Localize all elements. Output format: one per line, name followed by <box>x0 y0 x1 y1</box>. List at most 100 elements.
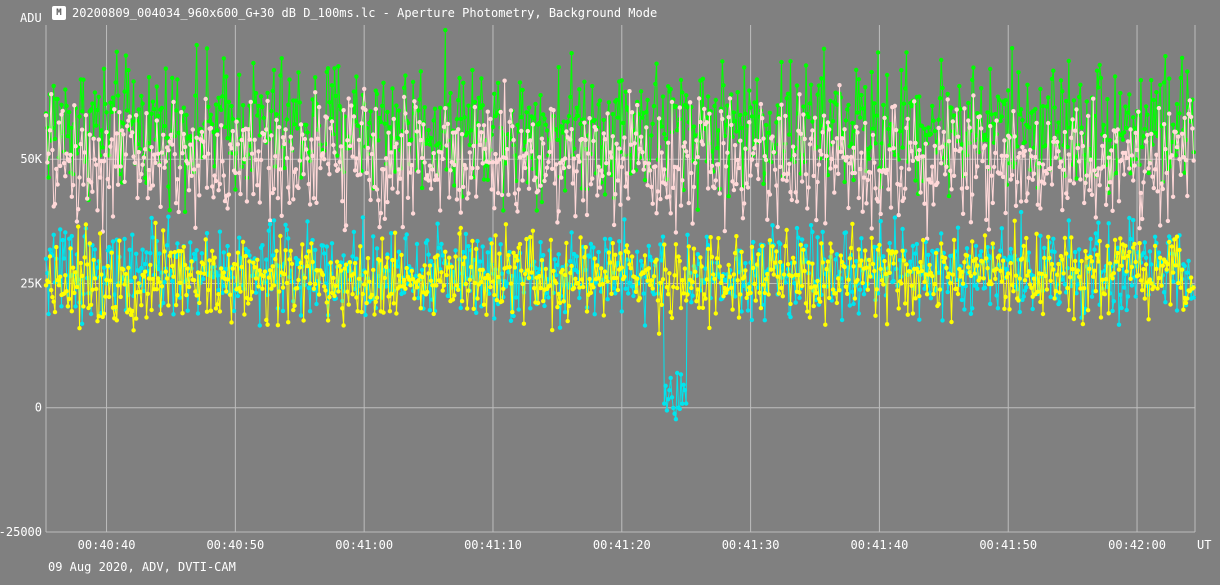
data-point <box>95 319 100 324</box>
data-point <box>465 130 470 135</box>
data-point <box>914 241 919 247</box>
data-point <box>751 239 756 245</box>
data-point <box>246 249 251 254</box>
data-point <box>373 88 378 93</box>
data-point <box>50 294 55 300</box>
data-point <box>394 141 399 146</box>
data-point <box>459 298 465 304</box>
data-point <box>161 132 166 137</box>
data-point <box>135 195 140 201</box>
data-point <box>774 120 779 125</box>
data-point <box>471 306 476 311</box>
data-point <box>273 256 278 262</box>
data-point <box>561 283 566 288</box>
data-point <box>641 291 646 296</box>
data-point <box>1056 261 1061 267</box>
data-point <box>73 144 78 149</box>
data-point <box>847 303 852 308</box>
data-point <box>742 65 747 70</box>
data-point <box>190 127 195 132</box>
data-point <box>334 259 340 264</box>
data-point <box>533 265 538 271</box>
data-point <box>497 157 502 162</box>
data-point <box>959 186 965 191</box>
data-point <box>641 167 646 172</box>
data-point <box>806 260 811 265</box>
data-point <box>588 290 594 295</box>
data-point <box>131 328 136 333</box>
data-point <box>1179 267 1185 272</box>
data-point <box>1120 137 1126 142</box>
data-point <box>520 281 525 287</box>
data-point <box>430 283 435 288</box>
data-point <box>1149 78 1154 83</box>
data-point <box>1078 177 1083 182</box>
data-point <box>470 238 475 244</box>
data-point <box>895 152 900 158</box>
data-point <box>1025 273 1030 278</box>
data-point <box>1061 271 1066 276</box>
data-point <box>1173 263 1178 268</box>
data-point <box>374 246 380 251</box>
data-point <box>1103 263 1109 269</box>
data-point <box>577 87 582 92</box>
data-point <box>445 121 451 127</box>
data-point <box>175 241 180 246</box>
data-point <box>244 295 250 301</box>
data-point <box>519 128 524 134</box>
data-point <box>896 212 901 218</box>
data-point <box>226 192 232 197</box>
data-point <box>280 135 286 140</box>
data-point <box>1021 243 1026 249</box>
data-point <box>287 257 292 262</box>
data-point <box>126 118 131 123</box>
data-point <box>568 270 573 276</box>
data-point <box>472 104 478 110</box>
data-point <box>63 87 68 92</box>
data-point <box>115 93 121 98</box>
data-point <box>635 99 640 105</box>
data-point <box>1119 157 1124 163</box>
data-point <box>327 100 332 105</box>
data-point <box>586 151 591 156</box>
data-point <box>489 187 494 192</box>
data-point <box>1107 180 1113 185</box>
data-point <box>211 195 216 200</box>
data-point <box>101 311 107 316</box>
data-point <box>440 288 445 293</box>
data-point <box>669 99 675 105</box>
data-point <box>529 270 534 275</box>
data-point <box>383 264 389 270</box>
data-point <box>771 150 776 155</box>
data-point <box>180 151 185 156</box>
data-point <box>845 291 850 296</box>
data-point <box>1053 288 1059 294</box>
data-point <box>175 77 180 82</box>
data-point <box>77 175 82 180</box>
data-point <box>148 251 153 256</box>
data-point <box>541 253 546 258</box>
data-point <box>988 123 993 129</box>
data-point <box>46 311 51 317</box>
data-point <box>941 155 946 160</box>
data-point <box>1102 133 1108 139</box>
data-point <box>760 243 765 249</box>
data-point <box>1088 157 1093 162</box>
data-point <box>936 125 941 131</box>
data-point <box>758 305 764 311</box>
data-point <box>749 244 755 250</box>
data-point <box>904 125 909 131</box>
data-point <box>574 169 579 174</box>
data-point <box>1089 294 1095 299</box>
data-point <box>874 113 879 118</box>
data-point <box>1161 290 1167 295</box>
data-point <box>225 136 230 141</box>
data-point <box>228 271 233 277</box>
data-point <box>1147 161 1153 166</box>
data-point <box>1048 294 1053 300</box>
data-point <box>913 296 918 301</box>
data-point <box>970 192 975 197</box>
data-point <box>866 257 872 263</box>
data-point <box>417 97 422 102</box>
